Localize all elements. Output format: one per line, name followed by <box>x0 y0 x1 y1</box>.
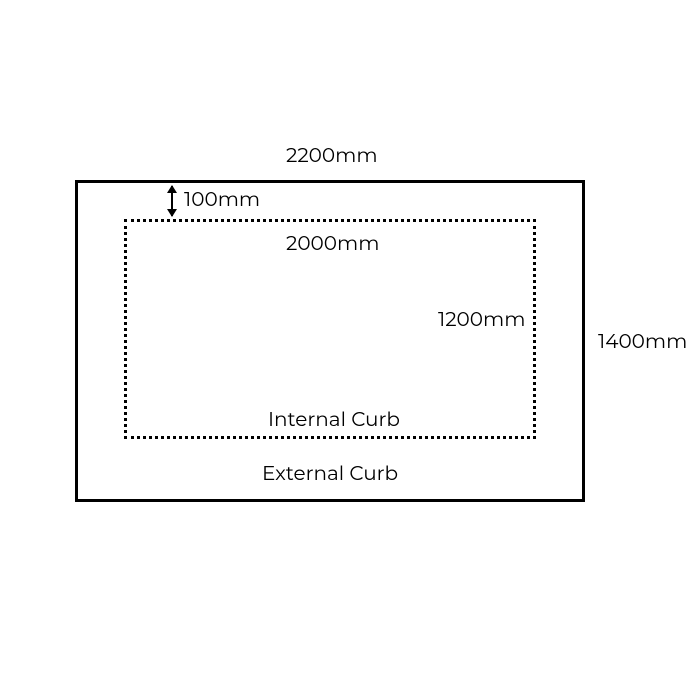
internal-width-label: 2000mm <box>286 232 379 256</box>
external-width-label: 2200mm <box>286 144 378 168</box>
internal-height-label: 1200mm <box>438 308 525 332</box>
external-curb-caption: External Curb <box>262 462 398 486</box>
gap-label: 100mm <box>184 188 260 212</box>
gap-arrow <box>171 186 173 216</box>
external-height-label: 1400mm <box>598 330 687 354</box>
internal-curb-caption: Internal Curb <box>268 408 400 432</box>
diagram-canvas: 2200mm 1400mm External Curb 2000mm 1200m… <box>0 0 700 700</box>
